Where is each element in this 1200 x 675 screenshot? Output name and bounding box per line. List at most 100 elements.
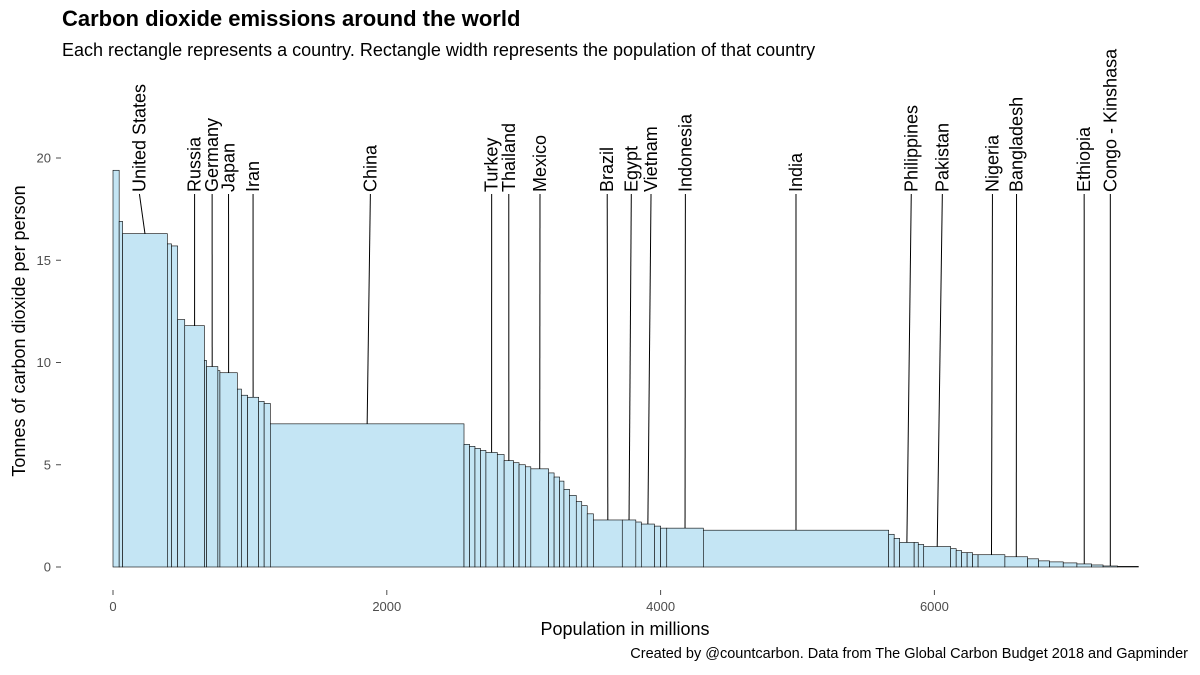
country-bar bbox=[666, 527, 704, 568]
country-bar bbox=[184, 325, 205, 568]
country-label: Germany bbox=[202, 118, 222, 192]
country-bar bbox=[167, 243, 172, 568]
country-bar bbox=[469, 446, 476, 568]
country-bar bbox=[559, 480, 565, 568]
country-bar bbox=[654, 525, 661, 568]
country-bar bbox=[913, 542, 919, 568]
country-bar bbox=[553, 476, 560, 568]
country-label: Russia bbox=[185, 136, 205, 192]
country-bar bbox=[513, 462, 520, 568]
country-bar bbox=[961, 552, 968, 568]
y-tick-label: 10 bbox=[37, 355, 51, 370]
country-label: Indonesia bbox=[675, 113, 695, 192]
x-axis-label: Population in millions bbox=[540, 619, 709, 639]
y-tick-label: 0 bbox=[44, 560, 51, 575]
country-label: Turkey bbox=[482, 138, 502, 192]
leader-lines-layer bbox=[138, 193, 1111, 566]
country-label: Nigeria bbox=[982, 134, 1002, 192]
country-bar bbox=[593, 519, 623, 568]
country-bar bbox=[1004, 556, 1028, 568]
country-bar bbox=[1091, 564, 1104, 568]
country-bar bbox=[247, 396, 259, 568]
country-bar bbox=[474, 448, 481, 568]
country-bar bbox=[1076, 563, 1092, 568]
country-bar bbox=[640, 523, 655, 568]
country-bar bbox=[530, 468, 549, 568]
country-bar bbox=[888, 533, 895, 568]
country-label: India bbox=[786, 152, 806, 192]
country-label: Mexico bbox=[530, 135, 550, 192]
country-bar bbox=[635, 521, 642, 568]
country-bar bbox=[122, 233, 168, 568]
bars-layer bbox=[112, 169, 1139, 568]
country-label: Iran bbox=[243, 161, 263, 192]
chart-caption: Created by @countcarbon. Data from The G… bbox=[630, 646, 1188, 662]
chart-subtitle: Each rectangle represents a country. Rec… bbox=[62, 40, 816, 60]
country-bar bbox=[1102, 565, 1118, 568]
country-bar bbox=[269, 423, 465, 568]
country-label: Egypt bbox=[621, 146, 641, 192]
y-tick-label: 5 bbox=[44, 457, 51, 472]
country-label: Philippines bbox=[901, 105, 921, 192]
y-tick-label: 15 bbox=[37, 253, 51, 268]
country-label: Brazil bbox=[597, 147, 617, 192]
country-bar bbox=[917, 544, 925, 568]
country-bar bbox=[966, 552, 973, 568]
leader-line bbox=[606, 193, 609, 520]
leader-line bbox=[366, 193, 371, 424]
leader-line bbox=[138, 193, 146, 234]
country-bar bbox=[955, 550, 962, 568]
country-bar bbox=[496, 454, 505, 568]
country-label: Japan bbox=[219, 143, 239, 192]
leader-line bbox=[628, 193, 632, 520]
country-bar bbox=[972, 554, 979, 568]
x-tick-label: 2000 bbox=[372, 599, 401, 614]
country-label: Ethiopia bbox=[1074, 126, 1094, 192]
country-bar bbox=[118, 221, 123, 568]
country-bar bbox=[258, 401, 265, 568]
country-bar bbox=[480, 450, 487, 568]
country-bar bbox=[217, 370, 221, 568]
country-bar bbox=[893, 538, 900, 568]
country-bar bbox=[581, 505, 588, 568]
y-axis-label: Tonnes of carbon dioxide per person bbox=[9, 185, 29, 476]
country-bar bbox=[485, 452, 498, 568]
country-label: Pakistan bbox=[932, 123, 952, 192]
country-bar bbox=[899, 542, 915, 568]
country-bar bbox=[206, 366, 219, 568]
country-bar bbox=[171, 245, 178, 568]
y-axis: 0 5 10 15 20 bbox=[37, 151, 61, 575]
country-bar bbox=[177, 319, 186, 568]
country-bar bbox=[977, 554, 1006, 568]
country-label: Congo - Kinshasa bbox=[1100, 48, 1120, 192]
country-bar bbox=[1038, 560, 1050, 568]
country-label: Vietnam bbox=[641, 126, 661, 192]
country-bar bbox=[621, 519, 637, 568]
country-bar bbox=[950, 548, 957, 568]
country-label: China bbox=[360, 144, 380, 192]
leader-line bbox=[906, 193, 912, 543]
country-bar bbox=[1049, 561, 1064, 568]
leader-line bbox=[990, 193, 993, 555]
country-bar bbox=[503, 460, 514, 568]
country-bar bbox=[563, 488, 570, 568]
country-bar bbox=[1117, 566, 1139, 568]
country-bar bbox=[463, 443, 470, 568]
country-bar bbox=[703, 529, 889, 568]
country-bar bbox=[569, 495, 577, 568]
country-bar bbox=[518, 464, 526, 568]
country-bar bbox=[575, 501, 583, 568]
country-bar bbox=[263, 403, 271, 568]
country-bar bbox=[219, 372, 238, 568]
country-bar bbox=[548, 472, 555, 568]
country-bar bbox=[660, 527, 668, 568]
x-tick-label: 4000 bbox=[646, 599, 675, 614]
leader-line bbox=[647, 193, 652, 525]
country-bar bbox=[586, 513, 594, 568]
x-axis: 0 2000 4000 6000 bbox=[109, 590, 949, 614]
country-bar bbox=[204, 360, 207, 568]
country-bar bbox=[112, 169, 120, 568]
chart-title: Carbon dioxide emissions around the worl… bbox=[62, 6, 521, 31]
